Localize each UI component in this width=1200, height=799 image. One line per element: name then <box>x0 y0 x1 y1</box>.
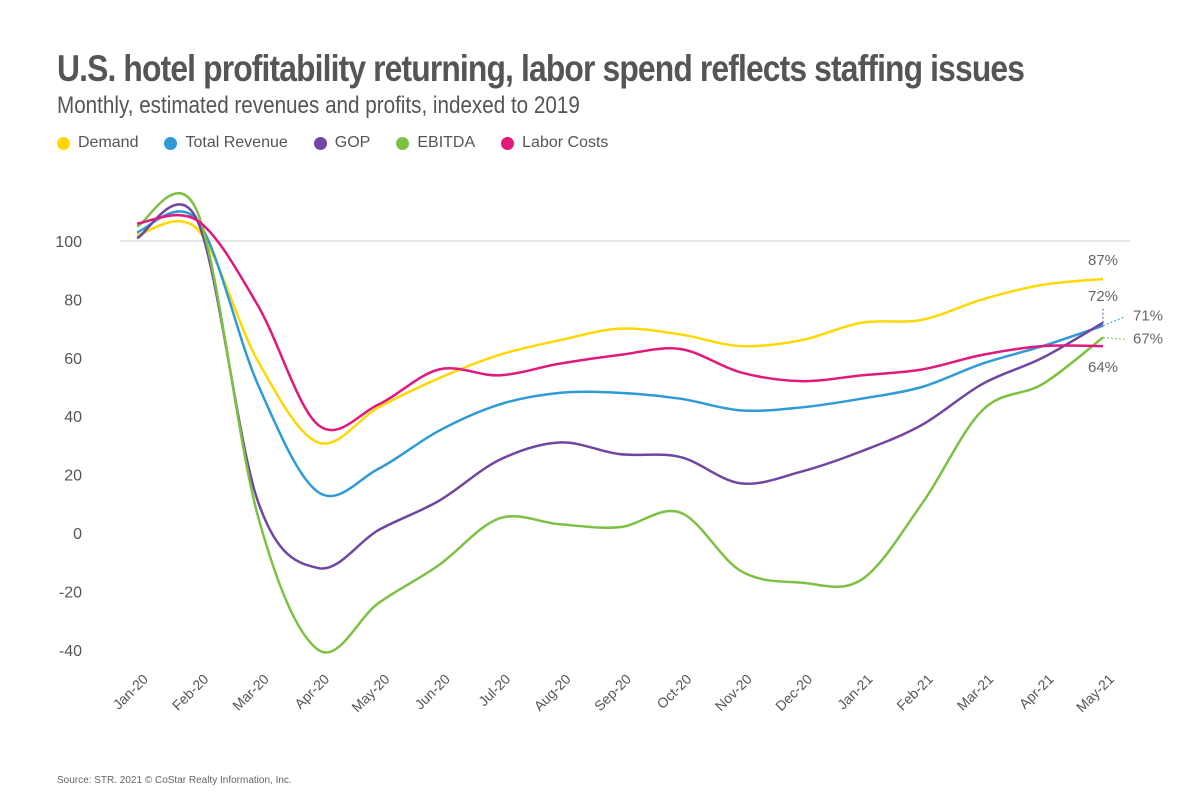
x-tick-label: Feb-21 <box>893 671 936 714</box>
legend-swatch <box>501 136 515 150</box>
series-line-demand <box>136 220 1104 445</box>
x-tick-label: Mar-21 <box>954 671 997 714</box>
source-note: Source: STR. 2021 © CoStar Realty Inform… <box>57 775 292 786</box>
chart-title: U.S. hotel profitability returning, labo… <box>57 48 1025 89</box>
legend-swatch <box>164 136 178 150</box>
legend-label: Total Revenue <box>185 134 288 151</box>
legend-item: Demand <box>57 134 138 152</box>
y-tick-label: 40 <box>64 409 82 426</box>
series-line-gop <box>136 203 1104 570</box>
legend-label: Demand <box>78 134 139 151</box>
x-tick-label: Sep-20 <box>591 671 634 714</box>
x-tick-label: Feb-20 <box>169 671 212 714</box>
legend-swatch <box>57 136 70 150</box>
chart-subtitle: Monthly, estimated revenues and profits,… <box>57 92 580 119</box>
legend-swatch <box>313 136 327 150</box>
y-tick-label: 0 <box>73 526 82 543</box>
label-leader <box>1102 316 1126 327</box>
legend-item: Labor Costs <box>501 134 608 152</box>
end-value-label: 72% <box>1088 288 1118 305</box>
legend-item: GOP <box>313 134 371 152</box>
end-value-label: 71% <box>1133 308 1163 325</box>
x-tick-label: May-21 <box>1073 671 1117 715</box>
x-tick-label: Jul-20 <box>475 671 513 709</box>
x-tick-label: Apr-21 <box>1016 671 1057 712</box>
series-line-ebitda <box>136 192 1104 654</box>
legend-swatch <box>396 136 410 150</box>
x-tick-label: Jan-20 <box>110 671 152 713</box>
end-value-label: 67% <box>1133 330 1163 347</box>
legend-label: EBITDA <box>417 134 476 151</box>
legend-item: EBITDA <box>396 134 475 152</box>
legend-label: Labor Costs <box>522 134 609 151</box>
x-tick-label: May-20 <box>348 671 392 715</box>
x-tick-label: Nov-20 <box>712 671 755 714</box>
y-tick-label: 80 <box>64 292 82 309</box>
label-leader <box>1102 336 1126 340</box>
x-tick-label: Dec-20 <box>772 671 815 714</box>
series-line-total-revenue <box>136 210 1104 498</box>
legend-item: Total Revenue <box>164 134 288 152</box>
series-line-labor-costs <box>136 213 1104 432</box>
x-tick-label: Jan-21 <box>834 671 876 713</box>
y-tick-label: -40 <box>59 643 82 660</box>
y-tick-label: 100 <box>55 234 82 251</box>
x-tick-label: Mar-20 <box>229 671 272 714</box>
x-tick-label: Oct-20 <box>653 671 694 712</box>
x-tick-label: Jun-20 <box>411 671 453 713</box>
x-tick-label: Apr-20 <box>291 671 332 712</box>
end-value-label: 64% <box>1088 359 1118 376</box>
x-tick-label: Aug-20 <box>531 671 574 714</box>
end-value-label: 87% <box>1088 252 1118 269</box>
y-tick-label: 20 <box>64 468 82 485</box>
legend-label: GOP <box>334 134 371 151</box>
y-tick-label: -20 <box>59 584 82 601</box>
y-tick-label: 60 <box>64 351 82 368</box>
legend: Demand Total Revenue GOP EBITDA Labor Costs <box>57 134 608 152</box>
